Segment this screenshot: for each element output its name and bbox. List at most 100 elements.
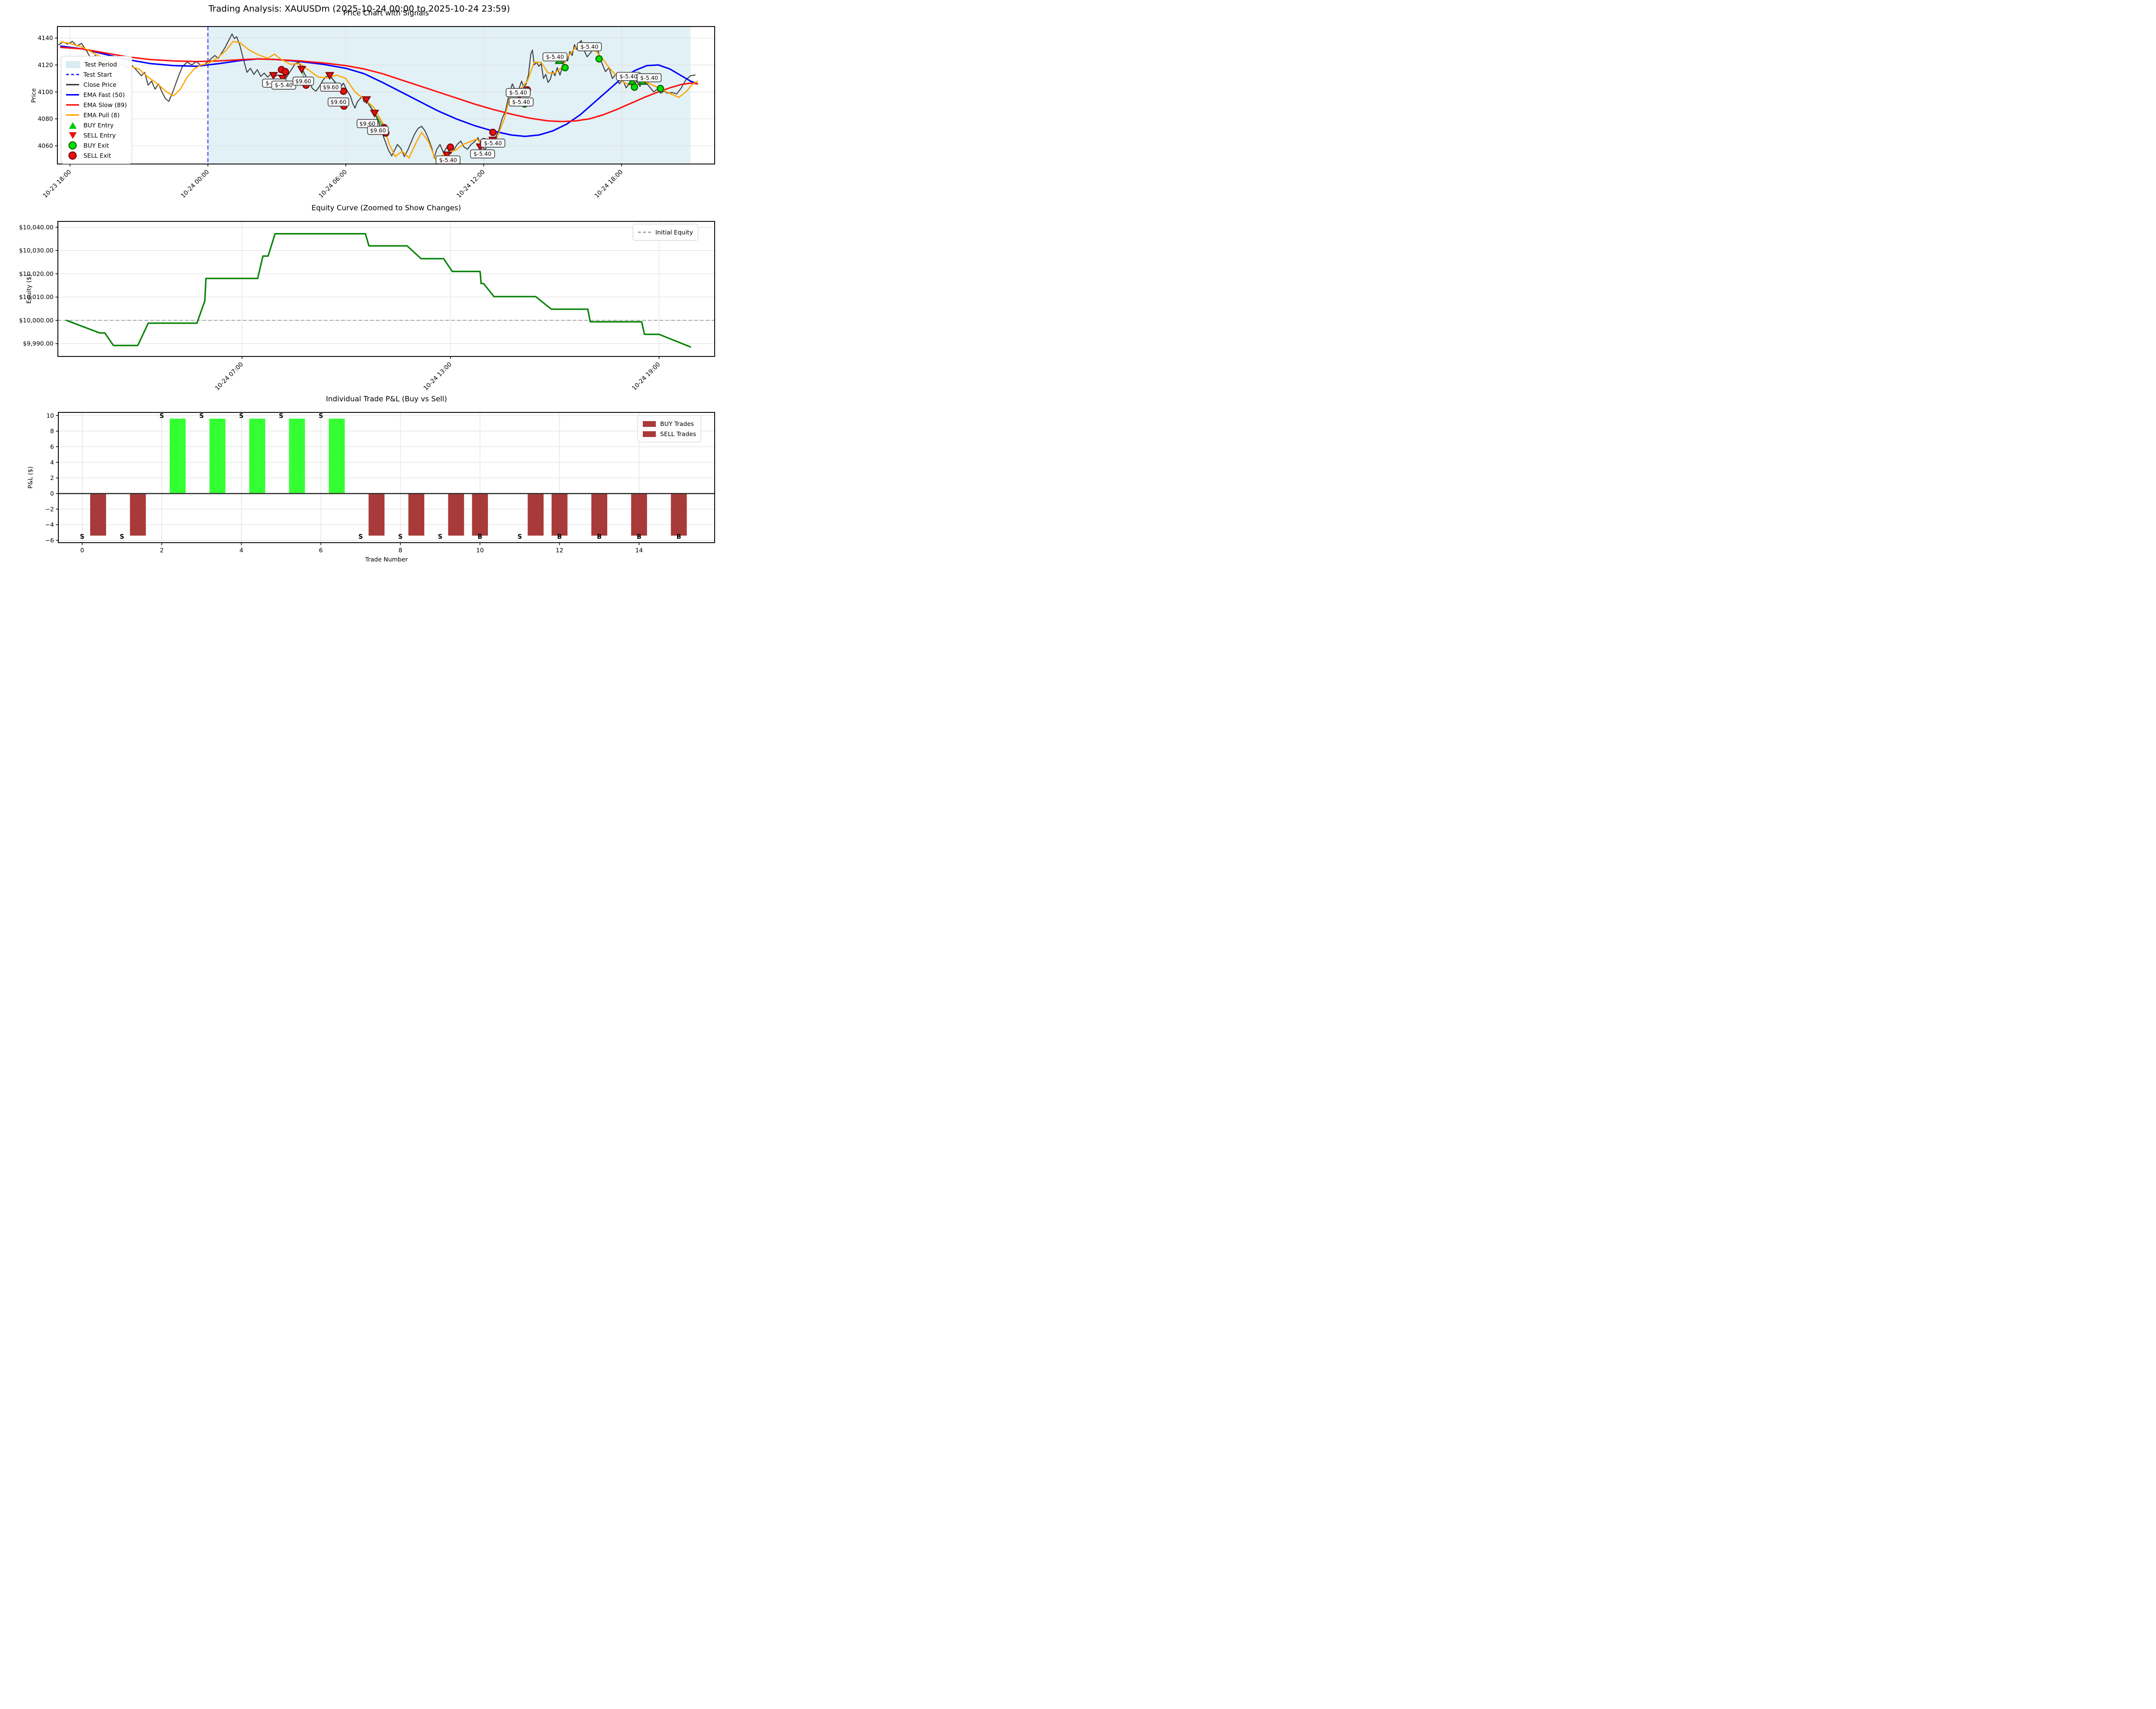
legend-item: Initial Equity bbox=[638, 227, 693, 237]
sell-entry-marker bbox=[297, 66, 307, 74]
trade-pnl-bar bbox=[591, 493, 608, 536]
legend-label: BUY Trades bbox=[660, 420, 694, 427]
patch-lightblue-icon bbox=[66, 61, 80, 68]
sell-exit-marker bbox=[489, 128, 497, 136]
pnl-annotation: $9.60 bbox=[367, 125, 389, 135]
ytick-label: 4080 bbox=[38, 115, 53, 123]
plot-border bbox=[57, 26, 715, 164]
trade-pnl-bar bbox=[671, 493, 687, 536]
series-line bbox=[60, 46, 698, 123]
ytick-label: 10 bbox=[46, 412, 54, 419]
legend-label: EMA Fast (50) bbox=[83, 91, 125, 98]
buy-exit-marker bbox=[595, 55, 603, 63]
svg-text:$-5.40: $-5.40 bbox=[640, 74, 658, 81]
tri-down-icon bbox=[68, 132, 77, 139]
svg-text:$-5.40: $-5.40 bbox=[439, 157, 457, 164]
legend-item: SELL Trades bbox=[643, 429, 696, 439]
sell-entry-marker bbox=[325, 72, 335, 80]
legend-label: SELL Trades bbox=[660, 430, 696, 438]
legend-item: EMA Fast (50) bbox=[66, 90, 127, 100]
legend-label: SELL Entry bbox=[83, 132, 116, 139]
xtick-label: 12 bbox=[556, 547, 563, 554]
ytick-label: 4060 bbox=[38, 142, 53, 150]
svg-text:$9.60: $9.60 bbox=[330, 99, 346, 106]
ytick-label: $10,030.00 bbox=[19, 247, 54, 254]
trade-side-letter: S bbox=[398, 533, 403, 541]
trade-pnl-bar bbox=[130, 493, 146, 536]
series-line bbox=[66, 233, 692, 348]
ytick-label: $10,010.00 bbox=[19, 293, 54, 301]
legend-item: Test Period bbox=[66, 59, 127, 69]
trade-number-axis-label: Trade Number bbox=[365, 556, 408, 563]
series-line bbox=[60, 41, 698, 160]
pnl-annotation: $-5.40 bbox=[542, 52, 568, 62]
patch-brown-icon bbox=[643, 431, 656, 437]
trade-side-letter: B bbox=[557, 533, 562, 541]
legend-label: BUY Entry bbox=[83, 122, 114, 129]
figure: Trading Analysis: XAUUSDm (2025-10-24 00… bbox=[0, 0, 719, 570]
dot-red-icon bbox=[68, 151, 77, 160]
line-dark-icon bbox=[66, 84, 79, 85]
trade-pnl-bar bbox=[472, 493, 488, 536]
pnl-chart-legend: BUY Trades SELL Trades bbox=[637, 415, 702, 442]
legend-label: EMA Slow (89) bbox=[83, 101, 127, 109]
trade-side-letter: S bbox=[239, 412, 244, 420]
sell-exit-marker bbox=[282, 68, 289, 76]
sell-entry-marker bbox=[278, 74, 287, 83]
ytick-label: 4140 bbox=[38, 34, 53, 41]
xtick-label: 10-24 07:00 bbox=[213, 360, 244, 392]
ytick-label: −6 bbox=[45, 536, 54, 544]
svg-text:$-5.40: $-5.40 bbox=[509, 89, 527, 96]
svg-text:$9.60: $9.60 bbox=[370, 127, 386, 134]
equity-chart-legend: Initial Equity bbox=[633, 224, 699, 241]
trade-pnl-bar bbox=[631, 493, 647, 536]
xtick-label: 6 bbox=[319, 547, 323, 554]
xtick-label: 10 bbox=[476, 547, 484, 554]
ytick-label: −2 bbox=[45, 506, 54, 513]
xtick-label: 10-24 19:00 bbox=[630, 360, 662, 392]
legend-label: EMA Pull (8) bbox=[83, 111, 120, 119]
legend-label: SELL Exit bbox=[83, 152, 111, 159]
trade-side-letter: B bbox=[677, 533, 681, 541]
svg-text:$-5.40: $-5.40 bbox=[474, 150, 491, 157]
legend-label: Test Period bbox=[84, 61, 117, 68]
trade-pnl-bar bbox=[90, 493, 106, 536]
xtick-label: 0 bbox=[81, 547, 84, 554]
plot-border bbox=[57, 221, 715, 357]
trade-pnl-bar bbox=[408, 493, 424, 536]
pnl-annotation: $-5.40 bbox=[577, 42, 602, 52]
pnl-annotation: $-5.40 bbox=[637, 73, 662, 82]
plot-border bbox=[58, 412, 715, 543]
sell-entry-marker bbox=[370, 109, 380, 118]
legend-item: SELL Exit bbox=[66, 150, 127, 161]
legend-item: SELL Entry bbox=[66, 130, 127, 140]
legend-label: Close Price bbox=[83, 81, 117, 88]
legend-item: Test Start bbox=[66, 69, 127, 80]
xtick-label: 10-24 13:00 bbox=[422, 360, 453, 392]
legend-item: EMA Pull (8) bbox=[66, 110, 127, 120]
trade-pnl-bar bbox=[368, 493, 385, 536]
trade-side-letter: S bbox=[279, 412, 283, 420]
buy-exit-marker bbox=[656, 84, 664, 93]
legend-label: Test Start bbox=[83, 71, 112, 78]
trade-side-letter: B bbox=[477, 533, 482, 541]
xtick-label: 4 bbox=[239, 547, 243, 554]
trade-pnl-bar bbox=[209, 418, 226, 494]
dot-green-icon bbox=[68, 141, 77, 150]
sell-entry-marker bbox=[269, 72, 278, 80]
trade-side-letter: S bbox=[199, 412, 203, 420]
price-chart-title: Price Chart with Signals bbox=[343, 9, 429, 17]
price-chart-legend: Test Period Test Start Close Price EMA Fast… bbox=[61, 56, 133, 164]
trade-pnl-bar bbox=[551, 493, 568, 536]
ytick-label: 2 bbox=[50, 474, 54, 481]
pnl-annotation: $-5.40 bbox=[480, 138, 505, 148]
sell-entry-marker bbox=[442, 151, 452, 160]
xtick-label: 2 bbox=[160, 547, 163, 554]
xtick-label: 10-23 18:00 bbox=[41, 168, 73, 199]
ytick-label: −4 bbox=[45, 521, 54, 528]
pnl-annotation: $-5.40 bbox=[470, 149, 495, 159]
legend-item: Close Price bbox=[66, 80, 127, 90]
charts-svg: $-5.40$-5.40$9.60$9.60$9.60$9.60$9.60$-5… bbox=[19, 26, 715, 554]
ytick-label: $10,020.00 bbox=[19, 270, 54, 277]
pnl-annotation: $9.60 bbox=[292, 76, 314, 86]
